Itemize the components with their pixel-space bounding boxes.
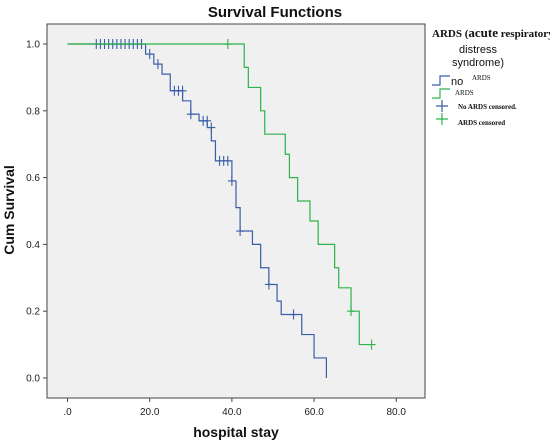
legend-label-ards-censored: ARDS censored — [458, 119, 505, 127]
censored-mark-no_ards-23 — [223, 155, 232, 166]
legend-title-line3: syndrome) — [452, 57, 504, 69]
legend-swatch-ards — [432, 88, 450, 99]
legend-title-rest: respiratory — [498, 28, 550, 40]
y-tick-label-2: 0.4 — [26, 240, 40, 251]
censored-mark-no_ards-19 — [203, 115, 212, 126]
censored-mark-no_ards-16 — [178, 85, 187, 96]
legend-title-lead: ARDS ( — [432, 28, 469, 40]
legend-title-acute: acute — [468, 25, 498, 40]
survival-curve-ards — [67, 43, 372, 346]
chart-title: Survival Functions — [208, 4, 342, 21]
legend-title-line1: ARDS (acute respiratory — [432, 25, 550, 40]
censored-mark-no_ards-17 — [186, 109, 195, 120]
series-layer — [67, 39, 376, 378]
legend-swatch-ards-censored — [436, 113, 448, 125]
x-tick-label-2: 40.0 — [222, 407, 242, 418]
x-axis-label: hospital stay — [193, 424, 279, 440]
x-tick-label-1: 20.0 — [140, 407, 160, 418]
censored-mark-ards-1 — [347, 306, 356, 317]
y-tick-label-5: 1.0 — [26, 40, 40, 51]
legend-swatch-no-ards — [432, 75, 450, 86]
y-tick-label-1: 0.2 — [26, 307, 40, 318]
y-tick-label-0: 0.0 — [26, 373, 40, 384]
legend-label-no-ards-censored: No ARDS censored. — [458, 103, 517, 111]
plot-area — [46, 23, 426, 399]
y-tick-label-3: 0.6 — [26, 173, 40, 184]
legend-label-ards: ARDS — [455, 89, 474, 97]
censored-mark-no_ards-13 — [153, 59, 162, 70]
censored-mark-no_ards-26 — [264, 279, 273, 290]
x-tick-label-4: 80.0 — [387, 407, 407, 418]
x-tick-label-3: 60.0 — [304, 407, 324, 418]
legend-label-no-ards-prefix: no — [451, 76, 463, 88]
censored-mark-no_ards-24 — [227, 175, 236, 186]
y-tick-label-4: 0.8 — [26, 106, 40, 117]
censored-mark-ards-2 — [367, 339, 376, 350]
survival-curve-no_ards — [67, 43, 327, 378]
legend-swatch-no-ards-censored — [436, 100, 448, 112]
censored-mark-no_ards-12 — [145, 49, 154, 60]
legend: ARDS (acute respiratory distress syndrom… — [432, 25, 550, 127]
axis-layer: .0 20.0 40.0 60.0 80.0 0.0 0.2 0.4 0.6 0.8 1.0 — [26, 40, 406, 418]
censored-mark-no_ards-27 — [289, 309, 298, 320]
censored-mark-no_ards-20 — [207, 122, 216, 133]
legend-title-line2: distress — [459, 44, 497, 56]
legend-label-no-ards-suffix: ARDS — [472, 74, 491, 82]
censored-mark-no_ards-25 — [236, 226, 245, 237]
censored-mark-ards-0 — [223, 39, 232, 50]
x-tick-label-0: .0 — [63, 407, 72, 418]
y-axis-label: Cum Survival — [1, 165, 17, 254]
